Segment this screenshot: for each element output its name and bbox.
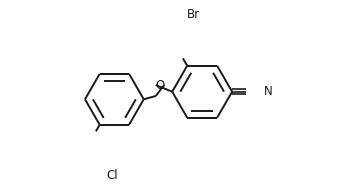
Text: Br: Br (187, 8, 200, 21)
Text: N: N (264, 85, 272, 98)
Text: Cl: Cl (106, 168, 118, 181)
Text: O: O (155, 79, 164, 91)
